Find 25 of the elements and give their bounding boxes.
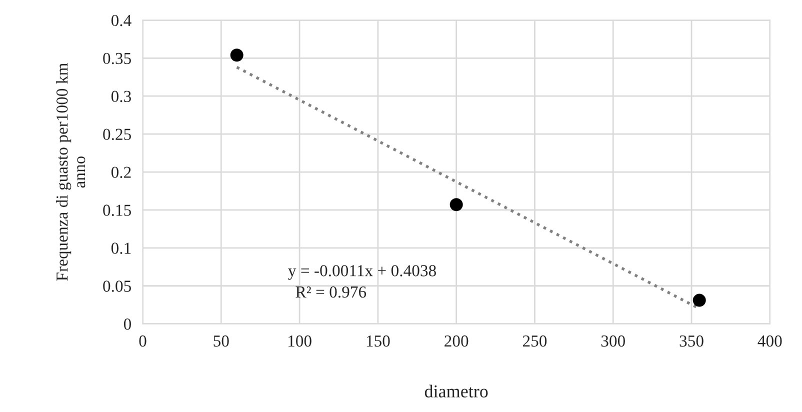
x-tick-label: 400 <box>758 335 782 347</box>
point <box>450 198 463 212</box>
y-tick-label: 0.05 <box>103 280 131 292</box>
y-tick-label: 0.4 <box>111 14 132 26</box>
y-tick-label: 0.1 <box>111 242 131 254</box>
point <box>692 294 706 307</box>
x-axis-title: diametro <box>424 384 488 398</box>
y-tick-label: 0.35 <box>103 52 131 64</box>
point <box>230 48 244 62</box>
x-tick-label: 0 <box>139 335 146 347</box>
x-tick-label: 150 <box>366 335 390 347</box>
y-tick-label: 0.15 <box>103 204 131 216</box>
x-tick-label: 350 <box>680 335 704 347</box>
x-tick-label: 100 <box>288 335 312 347</box>
x-tick-label: 200 <box>444 335 468 347</box>
y-tick-label: 0 <box>124 318 132 330</box>
x-tick-label: 50 <box>214 335 229 347</box>
y-tick-label: 0.25 <box>103 128 131 140</box>
x-tick-label: 300 <box>601 335 625 347</box>
x-tick-label: 250 <box>522 335 547 347</box>
y-tick-label: 0.2 <box>111 166 131 178</box>
annotation: y = -0.0011x + 0.4038 <box>288 265 436 280</box>
y-axis-title: Frequenza di guasto per1000 km anno <box>56 63 86 281</box>
y-tick-label: 0.3 <box>111 90 131 102</box>
annotation: R² = 0.976 <box>296 286 366 298</box>
